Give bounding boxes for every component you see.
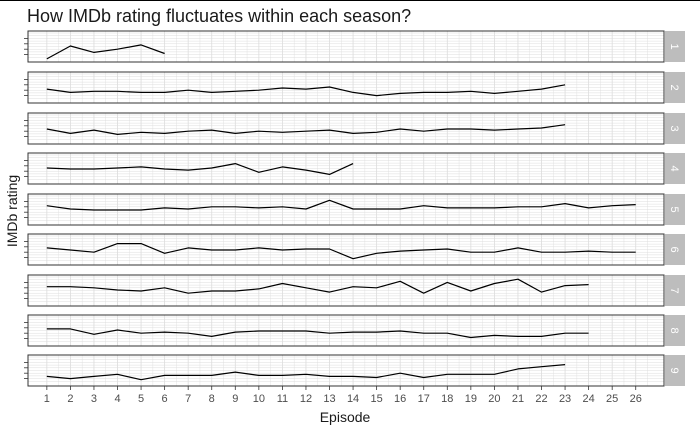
x-tick-label: 21	[512, 393, 524, 405]
x-tick-label: 20	[488, 393, 500, 405]
x-tick-label: 9	[232, 393, 238, 405]
season-line	[46, 199, 636, 211]
x-tick-label: 25	[606, 393, 618, 405]
season-strip	[665, 72, 685, 103]
x-tick-label: 6	[162, 393, 168, 405]
season-strip-label: 6	[668, 246, 680, 252]
panel-border	[27, 193, 665, 226]
season-line	[46, 124, 566, 135]
x-tick-label: 3	[91, 393, 97, 405]
panel-border	[27, 152, 665, 185]
season-strip-label: 4	[668, 165, 680, 171]
x-tick-label: 8	[209, 393, 215, 405]
x-tick-label: 14	[347, 393, 359, 405]
season-panel: 4	[24, 152, 685, 185]
x-tick-label: 10	[253, 393, 265, 405]
season-panel: 5	[24, 193, 685, 226]
panel-border	[27, 30, 665, 63]
chart-title: How IMDb rating fluctuates within each s…	[27, 6, 411, 26]
x-tick-label: 2	[67, 393, 73, 405]
season-line	[46, 243, 636, 260]
x-tick-label: 15	[370, 393, 382, 405]
season-panel: 9	[24, 354, 685, 387]
panel-border	[27, 71, 665, 104]
x-tick-label: 24	[582, 393, 594, 405]
panel-border	[27, 233, 665, 266]
season-strip	[665, 234, 685, 265]
season-strip-label: 9	[668, 367, 680, 373]
season-panel: 2	[24, 71, 685, 104]
season-line	[46, 278, 589, 294]
x-axis: 1 2 3 4 5 6 7 8 9 10 11 12 13 14 15 16 17 18 19 20 21 22 23 24 2…	[44, 386, 642, 405]
x-tick-label: 12	[300, 393, 312, 405]
panel-border	[27, 354, 665, 387]
season-strip	[665, 113, 685, 144]
x-tick-label: 5	[138, 393, 144, 405]
season-line	[46, 364, 566, 381]
x-tick-label: 17	[418, 393, 430, 405]
season-line	[46, 84, 566, 97]
season-strip-label: 8	[668, 327, 680, 333]
top-rule	[0, 0, 700, 1]
x-tick-label: 26	[630, 393, 642, 405]
season-strip-label: 1	[668, 43, 680, 49]
season-strip	[665, 355, 685, 386]
season-strip-label: 5	[668, 206, 680, 212]
season-strip	[665, 275, 685, 306]
season-panel: 6	[24, 233, 685, 266]
x-tick-label: 13	[323, 393, 335, 405]
season-strip	[665, 31, 685, 62]
x-tick-label: 16	[394, 393, 406, 405]
x-tick-label: 22	[535, 393, 547, 405]
season-strip	[665, 194, 685, 225]
season-panel: 8	[24, 314, 685, 347]
x-axis-title: Episode	[320, 409, 371, 425]
y-axis-title: IMDb rating	[4, 175, 20, 247]
season-line	[46, 328, 589, 339]
x-tick-label: 4	[114, 393, 120, 405]
season-line	[46, 163, 354, 175]
season-strip	[665, 315, 685, 346]
season-strip	[665, 153, 685, 184]
season-line	[46, 44, 165, 60]
x-tick-label: 23	[559, 393, 571, 405]
season-strip-label: 7	[668, 287, 680, 293]
season-strip-label: 2	[668, 84, 680, 90]
x-tick-label: 19	[465, 393, 477, 405]
season-panel: 1	[24, 30, 685, 63]
season-panel: 7	[24, 274, 685, 307]
panel-border	[27, 274, 665, 307]
x-tick-label: 1	[44, 393, 50, 405]
x-tick-label: 7	[185, 393, 191, 405]
panel-border	[27, 112, 665, 145]
x-tick-label: 11	[277, 393, 288, 405]
panel-border	[27, 314, 665, 347]
x-tick-label: 18	[441, 393, 453, 405]
season-panel: 3	[24, 112, 685, 145]
facet-panels: 1 2 3 4 5 6 7 8 9	[24, 30, 685, 387]
season-strip-label: 3	[668, 125, 680, 131]
